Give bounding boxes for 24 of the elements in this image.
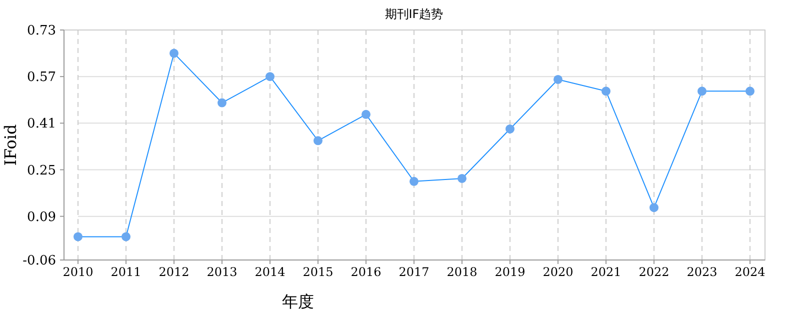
y-tick-label: 0.73 (27, 24, 56, 39)
x-tick-label: 2014 (254, 265, 286, 279)
y-tick-label: 0.41 (27, 116, 56, 132)
chart-title: 期刊IF趋势 (384, 7, 444, 21)
x-tick-label: 2015 (302, 265, 334, 279)
x-axis-title: 年度 (282, 292, 314, 311)
y-tick-label: 0.25 (27, 163, 56, 178)
y-tick-label: 0.09 (27, 210, 56, 225)
y-tick-label: -0.06 (22, 254, 56, 269)
y-tick-label: 0.57 (27, 70, 56, 86)
x-tick-label: 2022 (638, 265, 670, 279)
x-tick-label: 2020 (542, 265, 574, 279)
x-tick-label: 2024 (734, 265, 766, 279)
x-tick-label: 2023 (686, 265, 718, 279)
y-axis-title: IFoid (1, 124, 20, 166)
x-tick-label: 2011 (110, 265, 142, 279)
x-tick-label: 2013 (206, 265, 238, 279)
x-tick-label: 2012 (158, 265, 190, 279)
x-tick-label: 2016 (350, 265, 382, 279)
x-tick-label: 2010 (62, 265, 94, 279)
x-tick-label: 2019 (494, 265, 526, 279)
x-tick-label: 2017 (398, 265, 430, 279)
x-tick-label: 2018 (446, 265, 478, 279)
x-tick-label: 2021 (590, 265, 622, 279)
